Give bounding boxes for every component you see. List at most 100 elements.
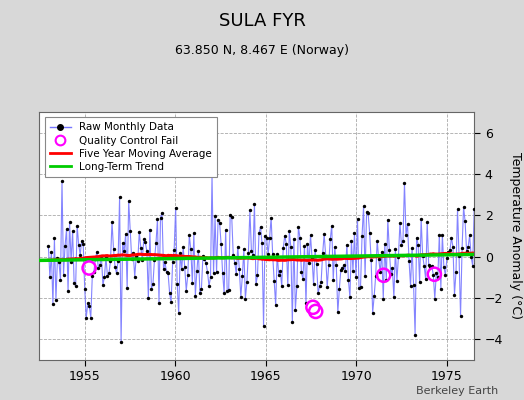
Point	[219, 270, 227, 277]
Point	[420, 263, 429, 269]
Point	[202, 260, 210, 266]
Point	[338, 265, 346, 272]
Point	[406, 282, 414, 289]
Point	[224, 287, 233, 294]
Point	[46, 274, 54, 280]
Point	[125, 198, 133, 204]
Point	[273, 250, 281, 257]
Point	[355, 284, 363, 291]
Point	[217, 241, 225, 247]
Point	[436, 285, 445, 292]
Point	[143, 248, 151, 254]
Point	[97, 253, 106, 259]
Point	[430, 271, 439, 278]
Point	[252, 281, 260, 288]
Point	[472, 260, 480, 267]
Point	[424, 262, 433, 268]
Point	[56, 277, 64, 284]
Point	[340, 262, 348, 268]
Point	[62, 226, 71, 232]
Point	[73, 223, 81, 229]
Point	[173, 280, 181, 287]
Point	[465, 232, 474, 239]
Point	[82, 314, 91, 321]
Point	[479, 238, 487, 245]
Point	[130, 274, 139, 280]
Point	[378, 248, 386, 255]
Point	[353, 216, 362, 222]
Point	[408, 244, 416, 251]
Point	[79, 241, 88, 247]
Point	[276, 267, 285, 274]
Point	[344, 277, 353, 284]
Point	[50, 235, 59, 242]
Point	[135, 229, 144, 235]
Point	[126, 228, 134, 234]
Point	[250, 201, 259, 207]
Point	[195, 290, 204, 296]
Text: 63.850 N, 8.467 E (Norway): 63.850 N, 8.467 E (Norway)	[175, 44, 349, 57]
Point	[138, 256, 147, 263]
Point	[91, 256, 100, 262]
Point	[453, 206, 462, 212]
Point	[314, 290, 322, 296]
Point	[44, 243, 52, 249]
Point	[271, 302, 280, 308]
Point	[168, 259, 177, 266]
Point	[205, 283, 213, 289]
Point	[259, 323, 268, 329]
Point	[100, 274, 108, 280]
Point	[261, 232, 269, 239]
Point	[444, 249, 453, 255]
Point	[275, 272, 283, 278]
Point	[467, 254, 475, 260]
Point	[120, 248, 128, 255]
Point	[464, 244, 472, 250]
Point	[446, 247, 454, 254]
Point	[375, 256, 383, 262]
Point	[403, 220, 412, 227]
Point	[244, 249, 253, 256]
Point	[208, 172, 216, 178]
Point	[324, 262, 333, 268]
Point	[103, 273, 112, 279]
Point	[385, 247, 394, 253]
Point	[336, 266, 345, 273]
Point	[193, 268, 201, 274]
Point	[317, 279, 325, 285]
Point	[303, 241, 312, 247]
Point	[416, 279, 424, 286]
Point	[452, 268, 460, 275]
Point	[231, 260, 239, 266]
Point	[58, 178, 66, 184]
Point	[134, 258, 142, 264]
Point	[170, 247, 178, 253]
Point	[111, 264, 119, 270]
Point	[127, 256, 136, 262]
Point	[299, 276, 307, 282]
Point	[226, 212, 234, 218]
Point	[414, 241, 422, 248]
Point	[67, 258, 75, 265]
Point	[215, 220, 224, 226]
Point	[132, 253, 140, 259]
Point	[461, 218, 470, 225]
Point	[214, 216, 222, 223]
Point	[270, 278, 278, 284]
Point	[268, 251, 277, 257]
Point	[154, 216, 162, 222]
Point	[222, 227, 230, 234]
Point	[263, 234, 271, 241]
Point	[379, 295, 387, 302]
Point	[181, 264, 189, 271]
Point	[211, 213, 219, 219]
Point	[86, 314, 95, 321]
Point	[246, 207, 254, 214]
Point	[81, 286, 89, 292]
Point	[423, 219, 431, 226]
Point	[118, 240, 127, 246]
Point	[171, 204, 180, 211]
Point	[329, 277, 337, 283]
Point	[280, 232, 289, 239]
Point	[287, 244, 295, 250]
